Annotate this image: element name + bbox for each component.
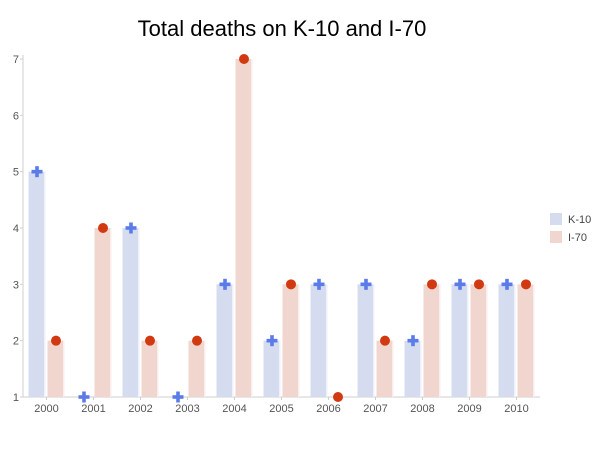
legend-label-i-70: I-70 [568,232,587,244]
marker-plus-2000 [31,166,43,178]
y-tick-label: 3 [13,279,19,291]
bar-i-70-2004 [235,59,253,397]
marker-plus-2004 [219,278,231,290]
bar-highlight [486,284,488,397]
bar-highlight [514,284,516,397]
bar-highlight [467,284,469,397]
bar-highlight [232,284,234,397]
marker-plus-2005 [266,335,278,347]
bar-k-10-2000 [28,171,46,397]
bar-k-10-2010 [498,284,516,397]
legend-swatch-k-10 [550,213,562,225]
bar-highlight [157,340,159,397]
x-tick-label: 2000 [34,403,58,415]
x-tick-label: 2010 [504,403,528,415]
markers [31,54,531,403]
marker-circle-2007 [380,335,390,346]
marker-circle-2002 [145,335,155,346]
bar-highlight [420,340,422,397]
bar-highlight [326,284,328,397]
bar-i-70-2000 [47,340,65,397]
marker-plus-2001 [78,391,90,403]
bar-i-70-2002 [141,340,159,397]
x-tick-label: 2004 [222,403,246,415]
marker-circle-2004 [239,54,249,64]
marker-circle-2008 [427,279,437,290]
y-tick-label: 6 [13,110,19,122]
marker-circle-2001 [98,223,108,233]
bar-highlight [373,284,375,397]
bar-highlight [298,284,300,397]
x-tick-label: 2001 [81,403,105,415]
bar-i-70-2003 [188,340,206,397]
bar-highlight [439,284,441,397]
bar-highlight [533,284,535,397]
bar-highlight [204,340,206,397]
bar-k-10-2007 [357,284,375,397]
bar-k-10-2006 [310,284,328,397]
marker-circle-2005 [286,279,296,290]
bar-highlight [138,228,140,397]
marker-circle-2009 [474,279,484,290]
x-tick-label: 2006 [316,403,340,415]
y-tick-label: 5 [13,167,19,179]
x-tick-label: 2002 [128,403,152,415]
y-tick-label: 4 [13,223,19,235]
marker-plus-2002 [125,222,137,234]
chart-title: Total deaths on K-10 and I-70 [137,16,427,41]
bar-i-70-2008 [423,284,441,397]
bar-highlight [279,340,281,397]
bar-k-10-2004 [216,284,234,397]
marker-plus-2003 [172,391,184,403]
y-tick-label: 7 [13,54,19,66]
x-tick-label: 2008 [410,403,434,415]
bar-highlight [251,59,253,397]
marker-circle-2000 [51,335,61,346]
marker-plus-2009 [454,278,466,290]
bar-i-70-2007 [376,340,394,397]
bar-k-10-2008 [404,340,422,397]
marker-circle-2010 [521,279,531,290]
marker-plus-2008 [407,335,419,347]
x-tick-label: 2003 [175,403,199,415]
y-tick-labels: 1 2 3 4 5 6 7 [13,54,19,404]
marker-plus-2006 [313,278,325,290]
bar-highlight [63,340,65,397]
bar-k-10-2009 [451,284,469,397]
x-tick-labels: 2000 2001 2002 2003 2004 2005 2006 2007 2008 2009… [34,403,528,415]
y-tick-label: 1 [13,392,19,404]
bars [28,59,535,397]
legend: K-10 I-70 [550,213,591,244]
bar-i-70-2010 [517,284,535,397]
bar-i-70-2005 [282,284,300,397]
x-tick-label: 2007 [363,403,387,415]
bar-k-10-2005 [263,340,281,397]
bar-highlight [110,228,112,397]
bar-i-70-2009 [470,284,488,397]
marker-plus-2007 [360,278,372,290]
marker-plus-2010 [501,278,513,290]
bar-i-70-2001 [94,228,112,397]
x-tick-label: 2009 [457,403,481,415]
y-tick-label: 2 [13,336,19,348]
marker-circle-2003 [192,335,202,346]
legend-label-k-10: K-10 [568,214,591,226]
bar-highlight [44,171,46,397]
marker-circle-2006 [333,392,343,402]
legend-swatch-i-70 [550,231,562,243]
bar-k-10-2002 [122,228,140,397]
bar-highlight [392,340,394,397]
x-tick-label: 2005 [269,403,293,415]
